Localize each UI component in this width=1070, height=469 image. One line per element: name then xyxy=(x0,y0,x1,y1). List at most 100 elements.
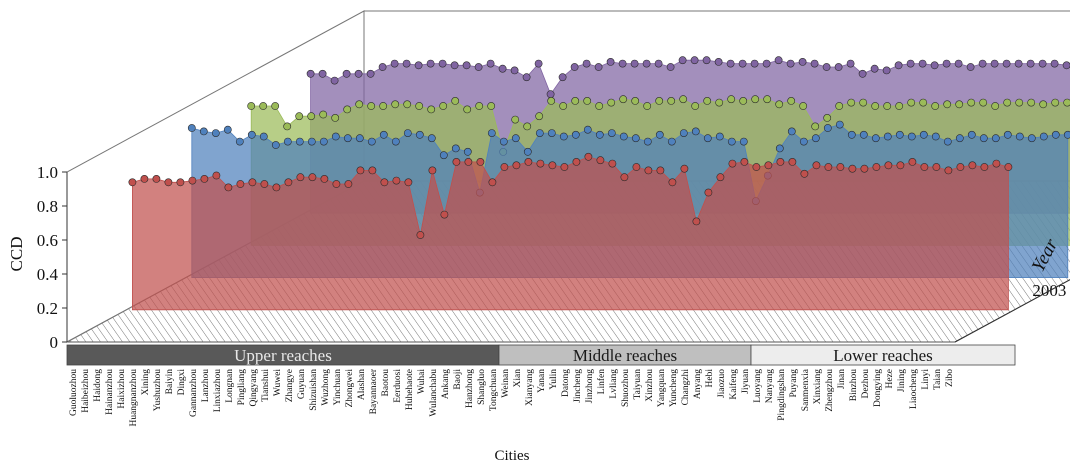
city-label: Yuncheng xyxy=(669,369,679,407)
data-point-2003-Guyuan xyxy=(356,166,365,175)
data-point-2013-Alashan xyxy=(535,112,544,121)
y-tick-label: 0.4 xyxy=(37,265,59,284)
data-point-2018-Changzhi xyxy=(918,59,927,68)
data-point-2003-Lvliang xyxy=(668,178,677,187)
data-point-2008-Zibo xyxy=(1063,130,1070,139)
city-label: Jining xyxy=(897,369,907,392)
data-point-2013-Xinxiang xyxy=(991,102,1000,110)
data-point-2003-Tongchuan xyxy=(548,161,557,170)
data-point-2018-Xinxiang xyxy=(1050,59,1059,68)
city-label: Alashan xyxy=(357,369,367,400)
data-point-2013-Qingyang xyxy=(427,105,436,114)
data-point-2008-Pingdingshan xyxy=(895,130,904,139)
data-point-2008-Yulin xyxy=(667,137,676,146)
data-point-2013-Huhehaote xyxy=(583,97,592,105)
data-point-2013-Binzhou xyxy=(1027,98,1036,107)
data-point-2003-Dongying xyxy=(932,163,941,171)
data-point-2003-Anyang xyxy=(752,163,761,171)
data-point-2008-Wuzhong xyxy=(439,151,448,160)
data-point-2018-Tianshui xyxy=(498,64,507,73)
data-point-2013-Hanzhong xyxy=(643,102,652,110)
data-point-2008-Yuncheng xyxy=(787,127,796,136)
region-label: Upper reaches xyxy=(234,346,332,365)
data-point-2008-Weinan xyxy=(619,132,628,141)
data-point-2008-Xinxiang xyxy=(931,132,940,141)
y-tick-label: 0.6 xyxy=(37,231,58,250)
data-point-2018-Qingyang xyxy=(486,59,495,68)
data-point-2018-Jinzhong xyxy=(822,63,831,71)
data-point-2013-Haixizhou xyxy=(295,112,304,121)
data-point-2008-Wuhai xyxy=(535,129,544,137)
city-label: Jinzhong xyxy=(585,369,595,404)
data-point-2018-Lvliang xyxy=(846,59,855,68)
data-point-2003-Shuozhou xyxy=(680,164,689,173)
data-point-2003-Jinzhong xyxy=(644,166,653,175)
data-point-2018-Huangnanzhou xyxy=(366,69,375,78)
data-point-2008-Yanan xyxy=(655,130,664,139)
data-point-2003-Jiaozuo xyxy=(776,157,785,166)
city-label: Jiyuan xyxy=(741,369,751,394)
data-point-2008-Eerduosi xyxy=(511,134,520,143)
data-point-2008-Hebi xyxy=(823,124,832,132)
data-point-2003-Xining xyxy=(200,174,209,183)
data-point-2003-Hainanzhou xyxy=(164,178,173,187)
city-label: Shangluo xyxy=(477,369,487,405)
data-point-2013-Tianshui xyxy=(439,102,448,110)
data-point-2003-Luoyang xyxy=(812,161,821,170)
data-point-2013-Jincheng xyxy=(751,95,760,104)
data-point-2018-Bayannaoer xyxy=(606,58,615,66)
data-point-2018-Pingliang xyxy=(474,63,483,71)
data-point-2013-Dezhou xyxy=(1039,100,1048,109)
data-point-2003-Dezhou xyxy=(920,163,929,171)
data-point-2018-Yushuzhou xyxy=(390,59,399,68)
data-point-2003-Gannanzhou xyxy=(248,178,257,187)
data-point-2008-Haibeizhou xyxy=(199,127,208,136)
region-label: Middle reaches xyxy=(573,346,677,365)
data-point-2008-Dezhou xyxy=(979,134,988,143)
city-label: Baoji xyxy=(453,369,463,390)
city-label: Eerduosi xyxy=(393,369,403,403)
data-point-2008-Pingliang xyxy=(355,134,364,143)
data-point-2008-Jinan xyxy=(955,134,964,143)
data-point-2003-Wuwei xyxy=(332,180,341,188)
city-label: Zhengzhou xyxy=(825,369,835,412)
data-point-2008-Xining xyxy=(259,132,268,141)
city-label: Baotou xyxy=(381,369,391,397)
data-point-2003-Xianyang xyxy=(584,152,593,161)
data-point-2018-Lanzhou xyxy=(438,59,447,68)
data-point-2008-Guoluozhou xyxy=(187,124,196,132)
data-point-2008-Liaocheng xyxy=(1027,134,1036,143)
data-point-2003-Qingyang xyxy=(308,173,317,182)
data-point-2003-Linxiazhou xyxy=(272,183,281,192)
data-point-2013-Baoji xyxy=(631,97,640,105)
data-point-2003-Puyang xyxy=(848,164,857,173)
city-label: Datong xyxy=(561,369,571,397)
data-point-2013-Shizuishan xyxy=(487,102,496,110)
data-point-2018-Guyuan xyxy=(534,59,543,68)
city-label: Tongchuan xyxy=(489,369,499,411)
data-point-2008-Binzhou xyxy=(967,130,976,139)
data-point-2013-Xianyang xyxy=(703,97,712,105)
data-point-2008-Haidong xyxy=(211,129,220,137)
data-point-2013-Weinan xyxy=(679,95,688,104)
city-label: Baiyin xyxy=(165,369,175,395)
data-point-2013-Wuhai xyxy=(595,102,604,110)
data-point-2018-Guoluozhou xyxy=(306,69,315,78)
city-label: Wulanchabu xyxy=(429,369,439,417)
city-label: Guyuan xyxy=(297,369,307,399)
data-point-2008-Hainanzhou xyxy=(223,125,232,134)
data-point-2013-Guoluozhou xyxy=(247,102,256,110)
data-point-2003-Baotou xyxy=(440,210,449,219)
data-point-2003-Yangquan xyxy=(716,173,725,182)
city-label: Linxiazhou xyxy=(213,369,223,413)
data-point-2003-Yulin xyxy=(608,159,617,168)
data-point-2003-Eerduosi xyxy=(452,157,461,166)
city-label: Shizuishan xyxy=(309,369,319,411)
axes-layer: 0 0.2 0.4 0.6 0.8 1.0 Upper reaches Middle reac… xyxy=(37,163,1070,427)
data-point-2003-Wulanchabu xyxy=(488,178,497,187)
data-point-2003-Dingxi xyxy=(236,180,245,188)
city-label: Hanzhong xyxy=(465,369,475,408)
data-point-2013-Taiyuan xyxy=(811,122,820,131)
data-point-2018-Wulanchabu xyxy=(666,63,675,71)
data-point-2003-Shizuishan xyxy=(368,166,377,175)
